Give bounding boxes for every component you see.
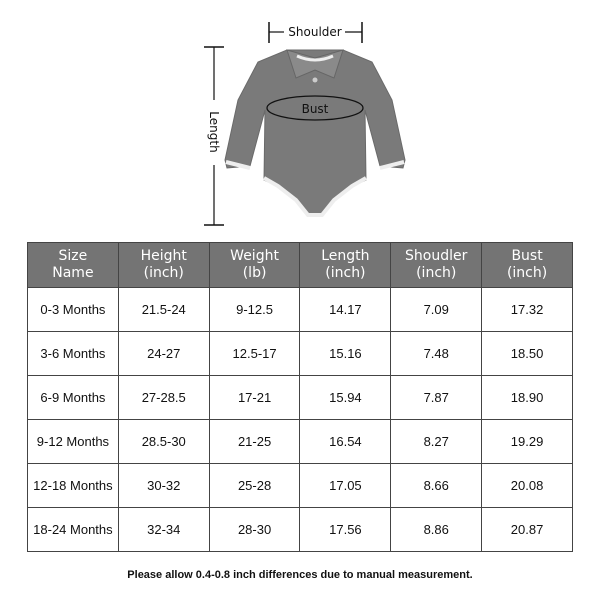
table-cell: 28.5-30 [117, 419, 210, 464]
size-chart-table: Size Name Height (inch) Weight (lb) Length (inc… [27, 242, 573, 552]
column-header: Size Name [27, 242, 119, 288]
bodysuit-illustration [224, 49, 406, 217]
length-label: Length [207, 111, 221, 152]
column-header-line: Height [140, 248, 187, 264]
table-cell: 30-32 [117, 463, 210, 508]
column-header: Length (inch) [299, 242, 392, 288]
bust-measure: Bust [266, 95, 364, 121]
table-cell: 21-25 [208, 419, 301, 464]
table-cell: 8.86 [390, 507, 483, 552]
table-cell: 20.87 [481, 507, 573, 552]
table-cell: 16.54 [299, 419, 392, 464]
table-row: 0-3 Months 21.5-24 9-12.5 14.17 7.09 17.32 [27, 287, 573, 332]
column-header: Bust (inch) [481, 242, 573, 288]
table-cell: 17.05 [299, 463, 392, 508]
table-cell: 14.17 [299, 287, 392, 332]
column-header-line: Length [321, 248, 370, 264]
table-cell: 9-12.5 [208, 287, 301, 332]
table-row: 18-24 Months 32-34 28-30 17.56 8.86 20.87 [27, 507, 573, 552]
table-cell: 8.66 [390, 463, 483, 508]
table-cell: 17.32 [481, 287, 573, 332]
column-header-line: (inch) [143, 265, 184, 281]
column-header-line: Name [52, 265, 94, 281]
table-cell: 24-27 [117, 331, 210, 376]
column-header-line: (inch) [325, 265, 366, 281]
table-cell: 18.50 [481, 331, 573, 376]
table-cell: 15.16 [299, 331, 392, 376]
column-header: Weight (lb) [208, 242, 301, 288]
table-row: 6-9 Months 27-28.5 17-21 15.94 7.87 18.90 [27, 375, 573, 420]
column-header-line: Shoudler [405, 248, 468, 264]
length-measure: Length [204, 46, 224, 226]
table-row: 12-18 Months 30-32 25-28 17.05 8.66 20.08 [27, 463, 573, 508]
measurement-note: Please allow 0.4-0.8 inch differences du… [127, 569, 473, 581]
table-cell: 17-21 [208, 375, 301, 420]
table-cell: 0-3 Months [27, 287, 119, 332]
table-cell: 12.5-17 [208, 331, 301, 376]
table-row: 3-6 Months 24-27 12.5-17 15.16 7.48 18.50 [27, 331, 573, 376]
table-cell: 18-24 Months [27, 507, 119, 552]
column-header-line: (inch) [416, 265, 457, 281]
column-header-line: Bust [511, 248, 543, 264]
table-cell: 25-28 [208, 463, 301, 508]
table-cell: 7.87 [390, 375, 483, 420]
table-cell: 9-12 Months [27, 419, 119, 464]
column-header-line: (inch) [506, 265, 548, 281]
column-header: Height (inch) [117, 242, 210, 288]
table-cell: 3-6 Months [27, 331, 119, 376]
table-cell: 15.94 [299, 375, 392, 420]
bodysuit-diagram: Shoulder Bust Length [204, 22, 406, 226]
table-cell: 12-18 Months [27, 463, 119, 508]
column-header: Shoudler (inch) [390, 242, 483, 288]
table-cell: 28-30 [208, 507, 301, 552]
table-cell: 7.09 [390, 287, 483, 332]
table-cell: 20.08 [481, 463, 573, 508]
shoulder-measure: Shoulder [268, 22, 363, 43]
table-cell: 6-9 Months [27, 375, 119, 420]
table-cell: 8.27 [390, 419, 483, 464]
table-cell: 7.48 [390, 331, 483, 376]
table-cell: 27-28.5 [117, 375, 210, 420]
column-header-line: Weight [230, 248, 279, 264]
table-cell: 19.29 [481, 419, 573, 464]
table-cell: 17.56 [299, 507, 392, 552]
table-cell: 21.5-24 [117, 287, 210, 332]
bust-label: Bust [302, 102, 329, 116]
column-header-line: (lb) [242, 265, 267, 281]
table-row: 9-12 Months 28.5-30 21-25 16.54 8.27 19.29 [27, 419, 573, 464]
column-header-line: Size [58, 248, 88, 264]
table-cell: 18.90 [481, 375, 573, 420]
table-header-row: Size Name Height (inch) Weight (lb) Length (inc… [27, 242, 573, 288]
table-cell: 32-34 [117, 507, 210, 552]
shoulder-label: Shoulder [288, 25, 342, 39]
